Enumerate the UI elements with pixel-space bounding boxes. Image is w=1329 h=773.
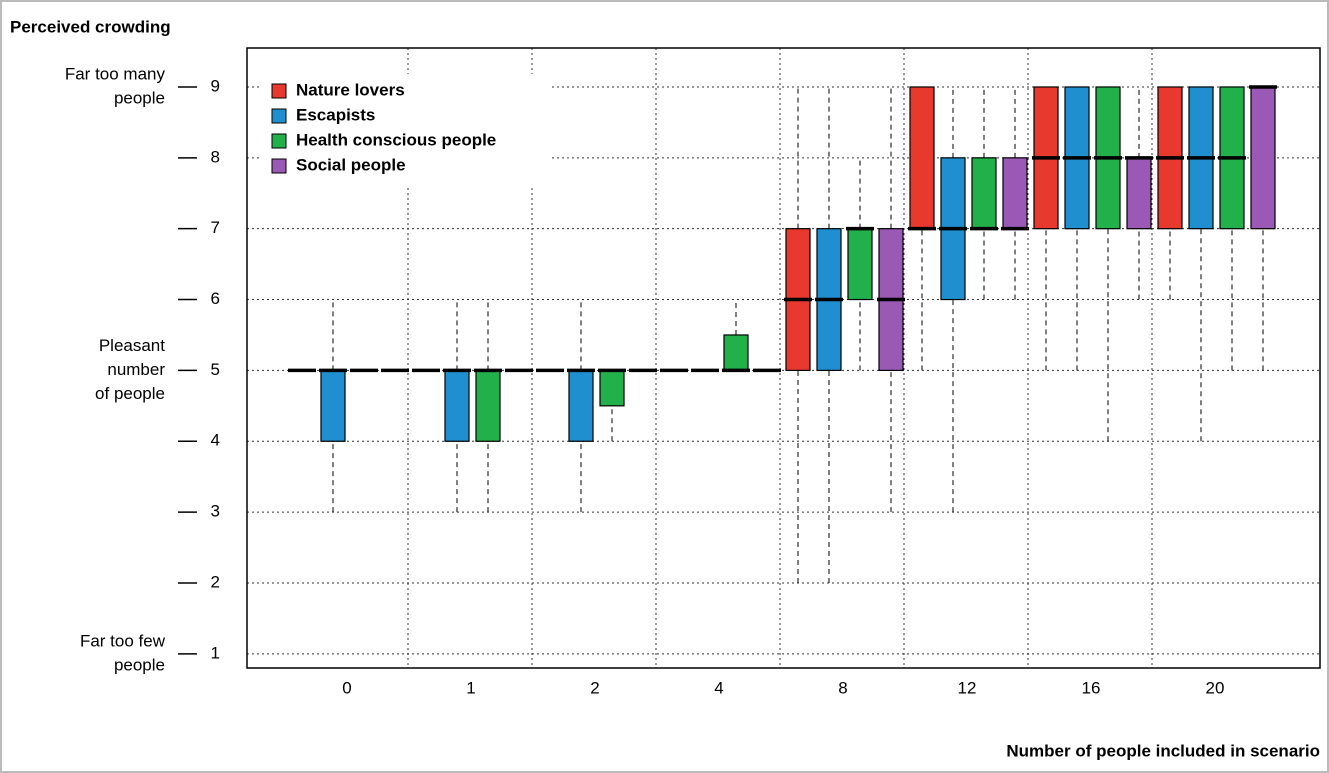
y-annotation: people bbox=[114, 88, 165, 107]
box bbox=[1002, 157, 1028, 230]
y-annotation: Far too few bbox=[80, 631, 166, 650]
grid bbox=[247, 48, 1320, 668]
y-annotation: Pleasant bbox=[99, 336, 165, 355]
box bbox=[475, 369, 501, 442]
y-tick-label: 4 bbox=[211, 431, 220, 450]
box bbox=[723, 334, 749, 372]
legend-label: Health conscious people bbox=[296, 130, 496, 149]
y-tick-label: 7 bbox=[211, 218, 220, 237]
plot-marks bbox=[288, 85, 1277, 583]
x-axis-label: Number of people included in scenario bbox=[1006, 741, 1320, 760]
box bbox=[568, 369, 594, 442]
box bbox=[847, 228, 873, 301]
box bbox=[599, 369, 625, 407]
y-tick-label: 5 bbox=[211, 360, 220, 379]
legend-label: Nature lovers bbox=[296, 80, 405, 99]
x-tick-label: 16 bbox=[1082, 678, 1101, 697]
plot-border bbox=[246, 47, 1321, 669]
y-tick-label: 9 bbox=[211, 76, 220, 95]
y-tick-label: 3 bbox=[211, 502, 220, 521]
legend-swatch bbox=[271, 83, 287, 99]
y-annotation: number bbox=[107, 360, 165, 379]
box bbox=[320, 369, 346, 442]
x-tick-label: 4 bbox=[714, 678, 723, 697]
x-tick-label: 2 bbox=[590, 678, 599, 697]
chart-title: Perceived crowding bbox=[10, 17, 171, 36]
y-annotation: of people bbox=[95, 384, 165, 403]
legend-swatch bbox=[271, 108, 287, 124]
legend-label: Social people bbox=[296, 155, 406, 174]
x-tick-label: 8 bbox=[838, 678, 847, 697]
box bbox=[909, 86, 935, 230]
legend-label: Escapists bbox=[296, 105, 375, 124]
x-tick-label: 12 bbox=[958, 678, 977, 697]
box bbox=[1126, 157, 1152, 230]
x-tick-label: 0 bbox=[342, 678, 351, 697]
legend: Nature lovers Escapists Health conscious p… bbox=[262, 74, 552, 186]
legend-swatch bbox=[271, 158, 287, 174]
x-tick-label: 20 bbox=[1206, 678, 1225, 697]
box bbox=[971, 157, 997, 230]
box bbox=[444, 369, 470, 442]
legend-swatch bbox=[271, 133, 287, 149]
y-annotation: Far too many bbox=[65, 64, 166, 83]
x-tick-label: 1 bbox=[466, 678, 475, 697]
y-tick-label: 6 bbox=[211, 289, 220, 308]
y-tick-label: 2 bbox=[211, 572, 220, 591]
y-annotation: people bbox=[114, 655, 165, 674]
box bbox=[1250, 86, 1276, 230]
legend-background bbox=[262, 74, 552, 186]
y-tick-label: 1 bbox=[211, 643, 220, 662]
y-tick-label: 8 bbox=[211, 147, 220, 166]
